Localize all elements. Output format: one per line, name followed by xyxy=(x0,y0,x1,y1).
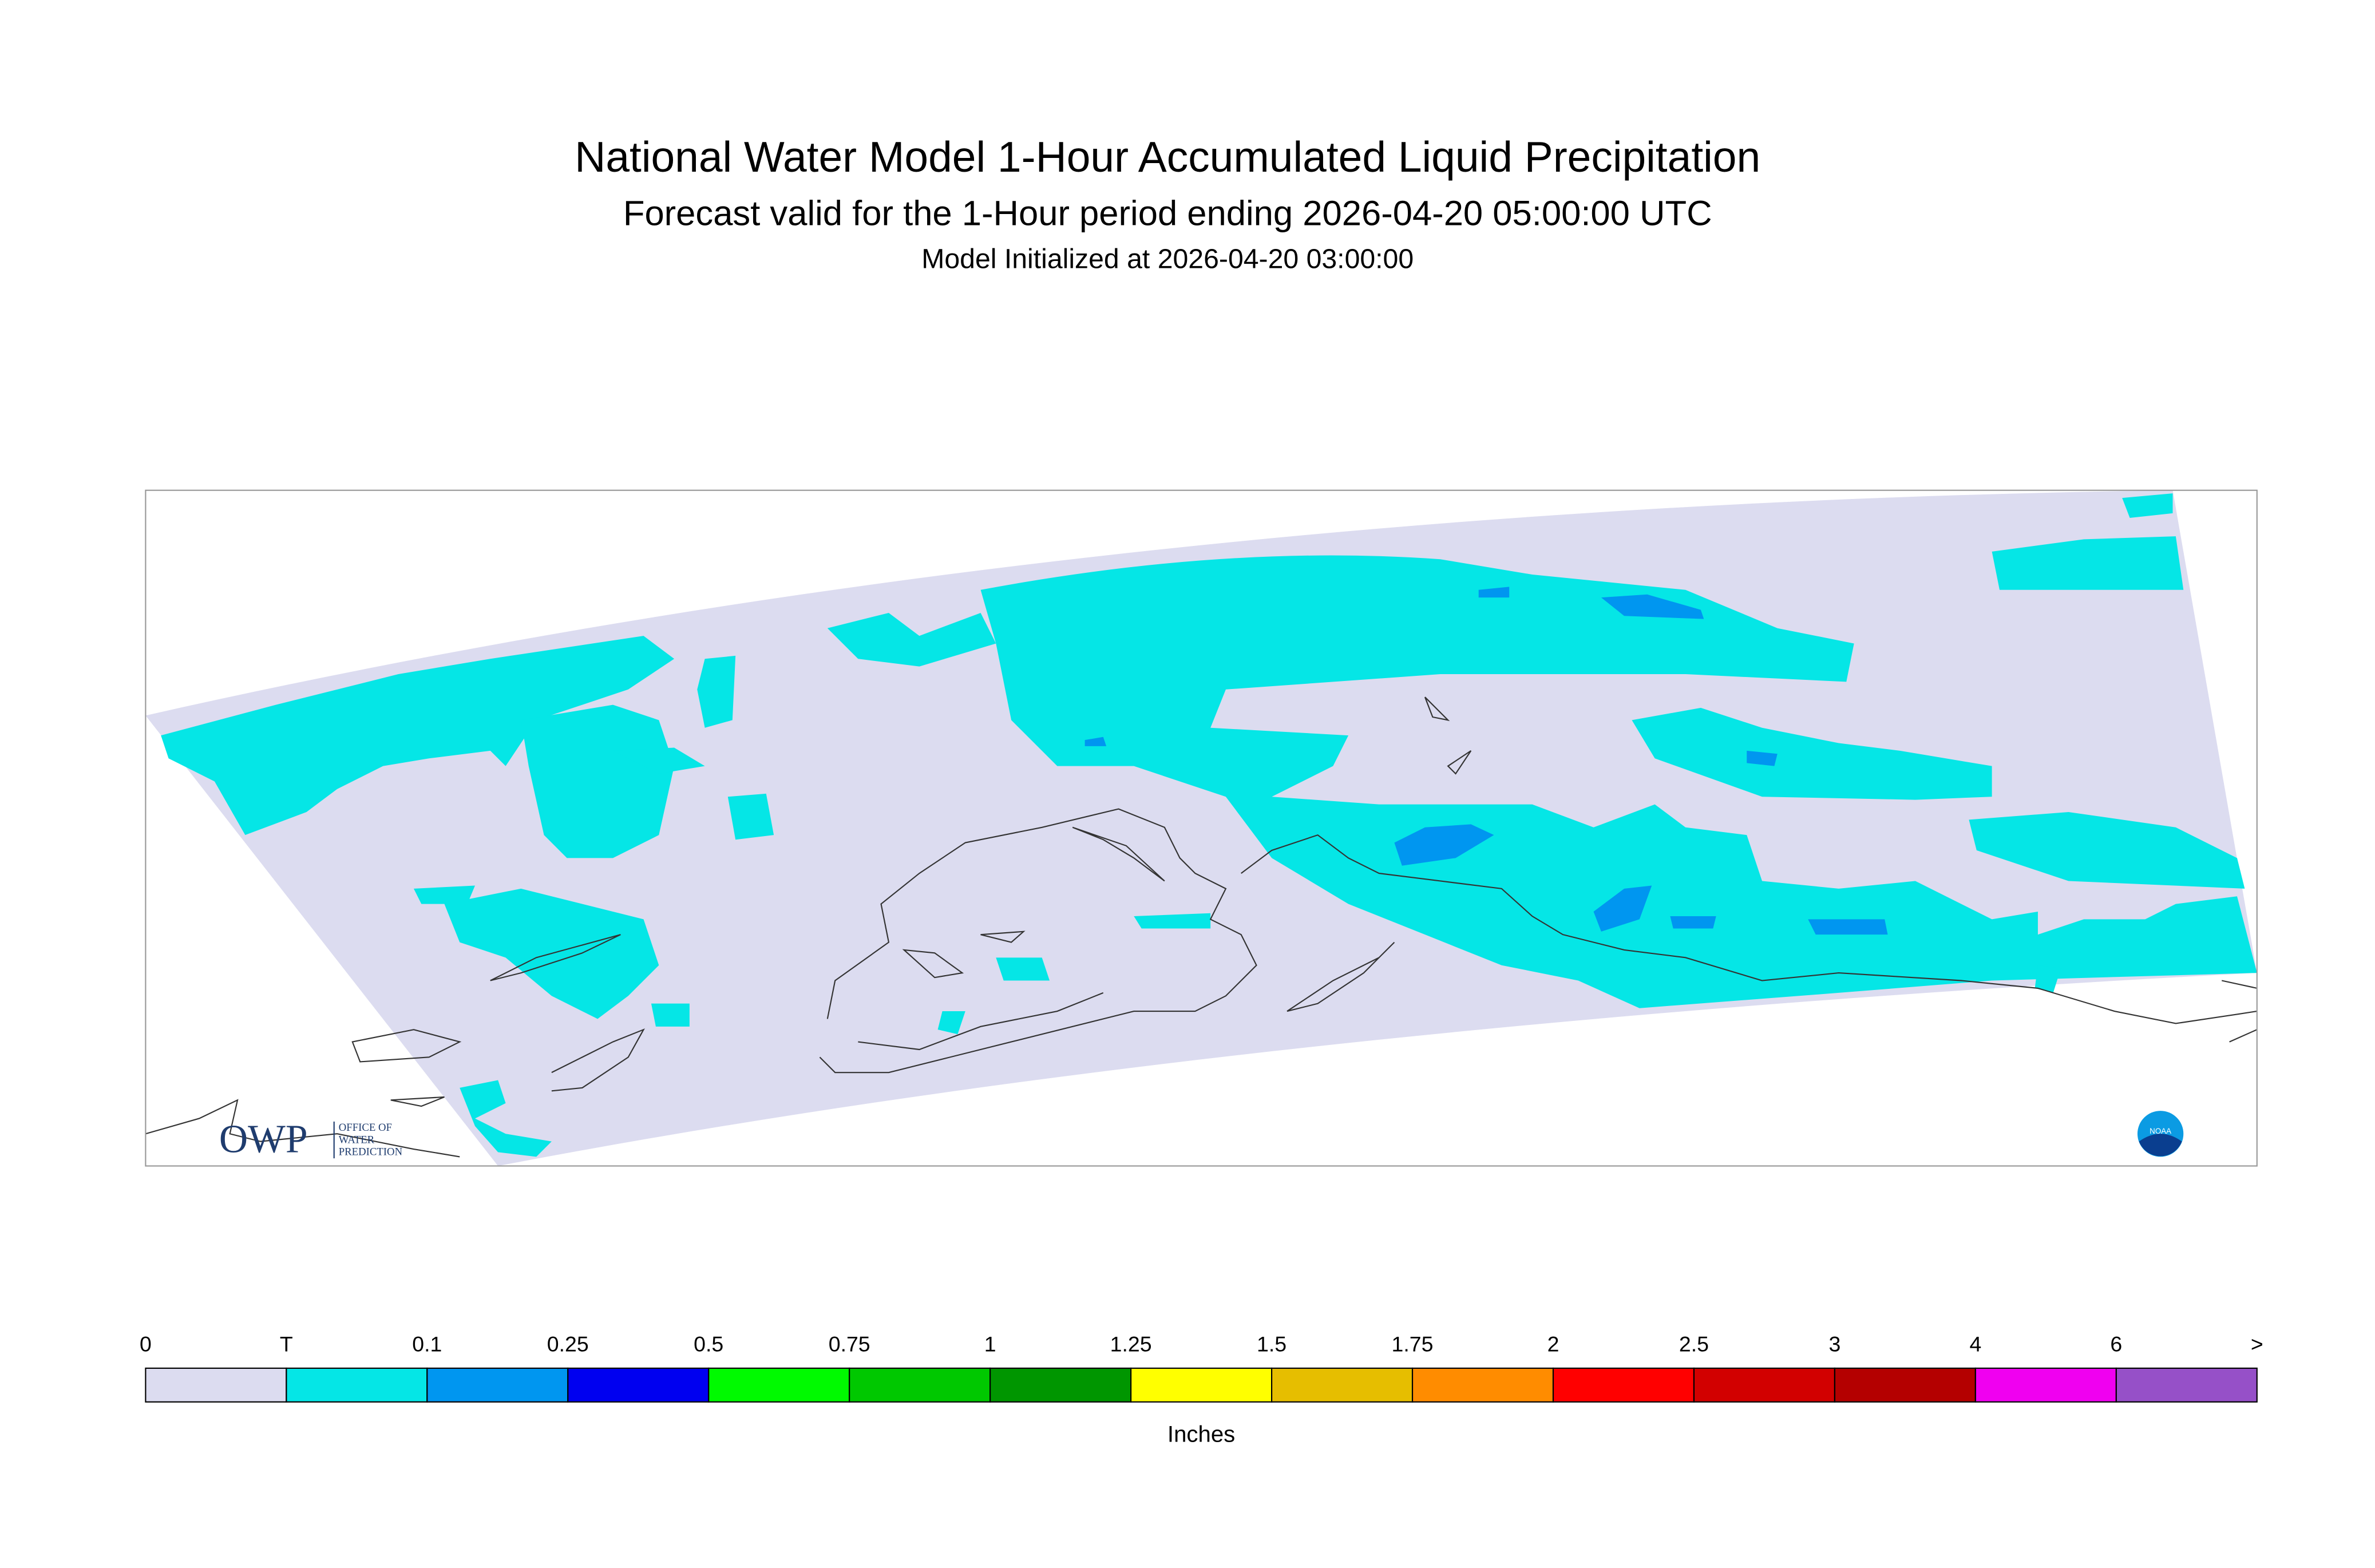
legend-label: 0.75 xyxy=(829,1332,870,1356)
legend-swatch xyxy=(1834,1367,1976,1403)
owp-logo: OWP OFFICE OF WATER PREDICTION xyxy=(219,1117,403,1161)
precip-light xyxy=(161,493,2257,1157)
legend-swatch xyxy=(145,1367,287,1403)
color-legend: Inches 0 T 0.1 0.25 0.5 0.75 1 1.25 1.5 1.75 2 2.5 3… xyxy=(140,1332,2263,1447)
legend-label: 6 xyxy=(2110,1332,2122,1356)
owp-line: OFFICE OF xyxy=(339,1122,392,1134)
subtitle: Forecast valid for the 1-Hour period end… xyxy=(623,194,1712,233)
legend-swatch xyxy=(1271,1367,1414,1403)
legend-label: T xyxy=(280,1332,293,1356)
legend-swatch xyxy=(1411,1367,1554,1403)
legend-label: 2.5 xyxy=(1679,1332,1709,1356)
owp-line: PREDICTION xyxy=(339,1146,403,1158)
legend-label: 0.1 xyxy=(412,1332,442,1356)
noaa-logo: NOAA xyxy=(2137,1111,2184,1157)
map: OWP OFFICE OF WATER PREDICTION NOAA xyxy=(145,489,2258,1167)
legend-swatch xyxy=(708,1367,850,1403)
legend-swatch xyxy=(1974,1367,2117,1403)
noaa-text: NOAA xyxy=(2150,1127,2171,1135)
legend-swatch xyxy=(1130,1367,1273,1403)
coastline xyxy=(145,696,2257,1158)
legend-label: 0.5 xyxy=(694,1332,723,1356)
legend-swatch xyxy=(849,1367,991,1403)
legend-swatch xyxy=(567,1367,710,1403)
legend-swatch xyxy=(989,1367,1132,1403)
legend-swatch xyxy=(1552,1367,1695,1403)
legend-unit: Inches xyxy=(1167,1421,1235,1447)
legend-swatch xyxy=(2115,1367,2258,1403)
legend-label: 2 xyxy=(1547,1332,1559,1356)
legend-label: 1 xyxy=(984,1332,996,1356)
init-time: Model Initialized at 2026-04-20 03:00:00 xyxy=(921,244,1414,275)
owp-text: OWP xyxy=(219,1117,308,1161)
legend-label: > xyxy=(2251,1332,2263,1356)
title: National Water Model 1-Hour Accumulated … xyxy=(575,133,1760,181)
legend-label: 3 xyxy=(1828,1332,1840,1356)
legend-swatch xyxy=(286,1367,428,1403)
legend-label: 0 xyxy=(140,1332,152,1356)
legend-label: 1.25 xyxy=(1110,1332,1152,1356)
map-frame xyxy=(145,489,2258,1167)
precip-moderate xyxy=(1084,587,1888,935)
legend-swatch xyxy=(426,1367,569,1403)
legend-label: 1.75 xyxy=(1392,1332,1434,1356)
legend-swatch xyxy=(1693,1367,1835,1403)
legend-label: 4 xyxy=(1969,1332,1981,1356)
legend-label: 0.25 xyxy=(547,1332,589,1356)
legend-label: 1.5 xyxy=(1257,1332,1287,1356)
owp-line: WATER xyxy=(339,1134,375,1146)
